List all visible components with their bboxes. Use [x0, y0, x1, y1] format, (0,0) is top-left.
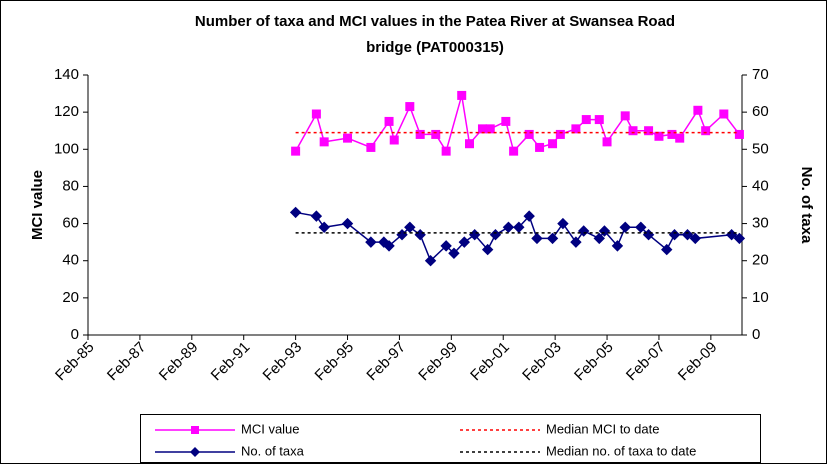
y2-tick-label: 40: [752, 177, 769, 194]
data-point: [509, 146, 519, 156]
data-point: [644, 126, 654, 136]
y2-tick-label: 10: [752, 289, 769, 306]
y-tick-label: 0: [71, 326, 79, 343]
legend-box: [140, 414, 761, 463]
data-point: [571, 124, 581, 134]
y-tick-label: 60: [62, 215, 79, 232]
y2-axis-title: No. of taxa: [798, 167, 815, 244]
data-point: [635, 221, 647, 233]
y2-tick-label: 50: [752, 140, 769, 157]
data-point: [448, 247, 460, 259]
data-point: [667, 129, 677, 139]
data-point: [693, 105, 703, 115]
y-tick-label: 80: [62, 177, 79, 194]
data-point: [405, 102, 415, 112]
data-point: [485, 124, 495, 134]
y-tick-label: 20: [62, 289, 79, 306]
data-point: [524, 129, 534, 139]
data-point: [661, 243, 673, 256]
data-point: [319, 137, 329, 147]
data-point: [620, 111, 630, 121]
plot-area: [88, 75, 742, 335]
data-point: [457, 90, 467, 100]
data-point: [343, 133, 353, 143]
data-point: [619, 221, 631, 233]
data-point: [523, 210, 535, 222]
y-tick-label: 100: [54, 140, 79, 157]
data-point: [310, 210, 323, 222]
data-point: [311, 109, 321, 119]
y-axis-title: MCI value: [29, 170, 46, 240]
data-point: [654, 131, 664, 141]
data-point: [465, 139, 474, 149]
data-point: [555, 129, 565, 139]
data-point: [424, 255, 437, 267]
data-point: [581, 115, 591, 125]
legend-label: Median no. of taxa to date: [546, 443, 696, 458]
data-point: [489, 229, 502, 241]
data-point: [557, 217, 569, 230]
data-point: [546, 232, 559, 245]
chart-title: Number of taxa and MCI values in the Pat…: [195, 13, 675, 30]
data-point: [594, 115, 604, 125]
data-point: [458, 236, 471, 248]
data-point: [431, 129, 441, 139]
legend-label: No. of taxa: [241, 443, 305, 458]
data-point: [501, 116, 511, 126]
data-point: [681, 229, 694, 241]
legend-label: MCI value: [241, 421, 300, 436]
data-point: [733, 232, 746, 245]
data-point: [415, 129, 425, 139]
data-point: [289, 206, 302, 219]
data-point: [365, 236, 377, 248]
data-point: [383, 240, 395, 252]
data-point: [602, 137, 612, 147]
data-point: [366, 142, 376, 152]
data-point: [675, 133, 685, 143]
data-point: [689, 232, 701, 245]
data-point: [719, 109, 729, 119]
data-point: [389, 135, 399, 145]
data-point: [441, 146, 451, 156]
legend-marker: [190, 447, 200, 457]
y-tick-label: 140: [54, 66, 79, 83]
data-point: [341, 217, 354, 230]
data-point: [611, 240, 624, 252]
legend-marker: [191, 426, 199, 434]
data-point: [291, 146, 301, 156]
data-point: [318, 221, 330, 233]
data-point: [548, 139, 558, 149]
y2-tick-label: 60: [752, 103, 769, 120]
data-point: [384, 116, 394, 126]
data-point: [701, 126, 711, 136]
chart-title: bridge (PAT000315): [366, 39, 504, 56]
data-point: [570, 236, 582, 248]
y-tick-label: 120: [54, 103, 79, 120]
data-point: [535, 142, 545, 152]
y2-tick-label: 20: [752, 252, 769, 269]
y2-tick-label: 30: [752, 215, 769, 232]
data-point: [628, 126, 638, 136]
legend-label: Median MCI to date: [546, 421, 659, 436]
y-tick-label: 40: [62, 252, 79, 269]
data-point: [734, 129, 744, 139]
data-point: [481, 243, 494, 256]
data-point: [593, 232, 605, 245]
data-point: [668, 229, 681, 241]
data-point: [477, 124, 487, 134]
y2-tick-label: 0: [752, 326, 760, 343]
data-point: [531, 232, 543, 245]
data-point: [440, 240, 452, 252]
y2-tick-label: 70: [752, 66, 769, 83]
